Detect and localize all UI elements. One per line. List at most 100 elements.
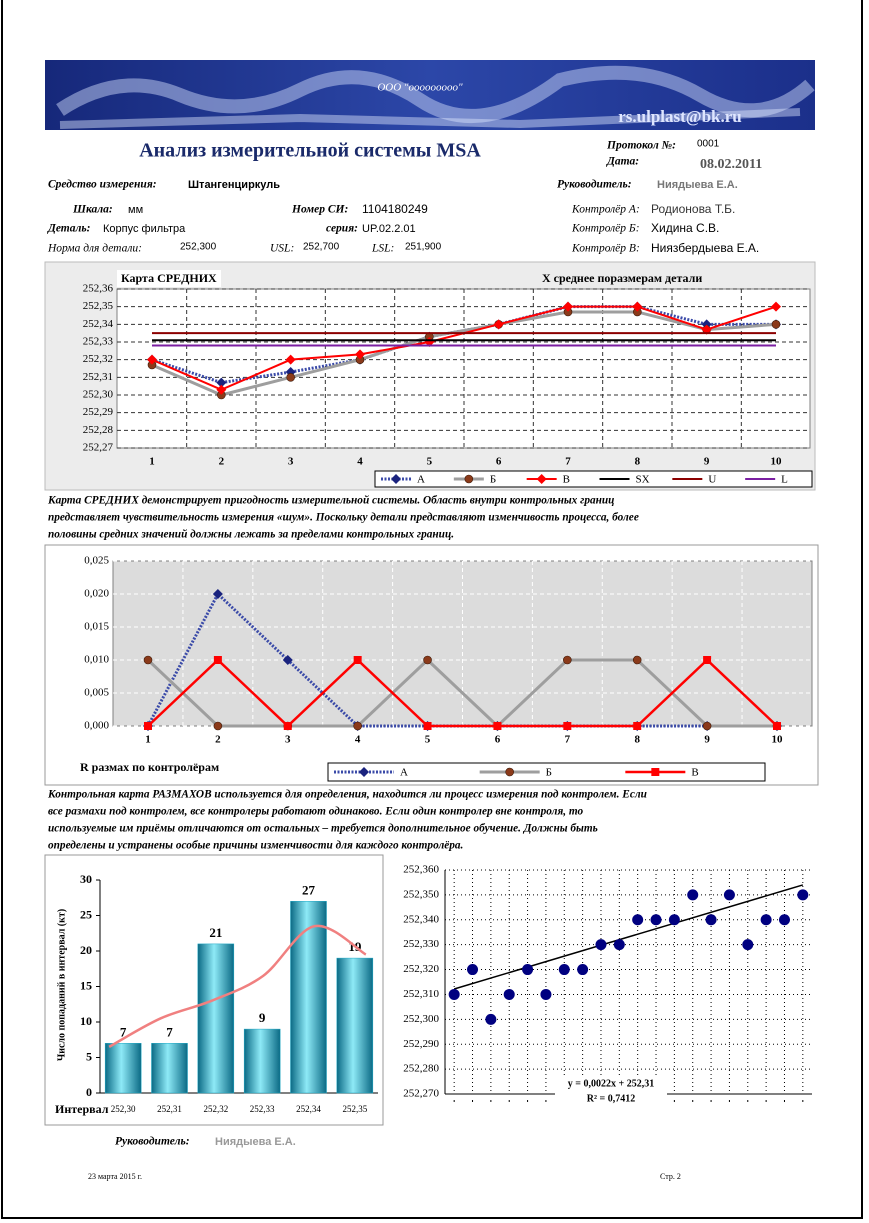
chart-title: R размах по контролёрам bbox=[80, 760, 219, 774]
y-tick-label: 252,360 bbox=[403, 864, 439, 876]
x-tick-label: 3 bbox=[285, 734, 291, 746]
data-point bbox=[632, 301, 643, 312]
x-tick-label: 8 bbox=[635, 456, 641, 468]
data-point bbox=[705, 914, 717, 926]
legend-label: А bbox=[400, 767, 408, 779]
field-label: LSL: bbox=[371, 243, 394, 255]
legend bbox=[327, 762, 766, 782]
bar bbox=[151, 1043, 188, 1094]
caption-line: Карта СРЕДНИХ демонстрирует пригодность … bbox=[47, 495, 614, 507]
legend-label: L bbox=[781, 474, 788, 486]
y-tick-label: 0,005 bbox=[84, 687, 109, 699]
data-point bbox=[213, 656, 222, 664]
y-tick-label: 252,310 bbox=[403, 988, 439, 1000]
bar bbox=[104, 1043, 142, 1094]
field-value: Штангенциркуль bbox=[188, 179, 280, 191]
x-tick-label: 252,31 bbox=[157, 1104, 182, 1114]
field-label: Контролёр Б: bbox=[571, 223, 640, 235]
company: ООО "ооооооооо" bbox=[377, 82, 463, 94]
data-point bbox=[702, 721, 712, 731]
field-value: 251,900 bbox=[405, 242, 442, 253]
data-point bbox=[485, 1013, 497, 1025]
y-tick-label: 25 bbox=[80, 907, 92, 921]
y-tick-label: 252,30 bbox=[83, 389, 114, 401]
y-tick-label: 15 bbox=[80, 978, 92, 992]
x-tick-label: 5 bbox=[427, 456, 433, 468]
footer-label: Руководитель: bbox=[115, 1136, 190, 1148]
field-value: 252,300 bbox=[180, 242, 217, 253]
equation: y = 0,0022x + 252,31 bbox=[568, 1078, 654, 1089]
trend-line bbox=[108, 924, 367, 1048]
x-tick-label: 9 bbox=[704, 456, 710, 468]
legend-marker bbox=[536, 474, 547, 484]
data-point bbox=[723, 889, 735, 901]
legend-label: В bbox=[563, 474, 570, 486]
y-tick-label: 252,33 bbox=[83, 336, 114, 348]
legend bbox=[374, 470, 813, 488]
y-tick-label: 252,300 bbox=[403, 1013, 439, 1025]
protocol: 0001 bbox=[697, 139, 720, 150]
email: rs.ulplast@bk.ru bbox=[618, 107, 742, 126]
data-point bbox=[353, 656, 362, 664]
field-label: Руководитель: bbox=[557, 179, 632, 191]
y-tick-label: 252,29 bbox=[83, 406, 114, 418]
y-tick-label: 0 bbox=[86, 1085, 92, 1099]
data-point bbox=[613, 939, 625, 951]
value-label: 21 bbox=[209, 925, 222, 940]
x-tick-label: 10 bbox=[772, 734, 784, 746]
data-point bbox=[423, 722, 432, 730]
page-number: Стр. 2 bbox=[660, 1172, 681, 1181]
legend-label: А bbox=[417, 474, 425, 486]
y-tick-label: 252,35 bbox=[83, 300, 114, 312]
field-label: Номер СИ: bbox=[291, 204, 348, 216]
data-point bbox=[493, 722, 502, 730]
y-tick-label: 252,280 bbox=[403, 1063, 439, 1075]
data-point bbox=[742, 939, 754, 951]
y-axis-label: Число попаданий в интервал (кт) bbox=[56, 909, 67, 1061]
data-point bbox=[558, 964, 570, 976]
data-point bbox=[687, 889, 699, 901]
y-tick-label: 252,27 bbox=[83, 442, 114, 454]
value-label: 27 bbox=[302, 882, 316, 897]
data-point bbox=[632, 914, 644, 926]
data-point bbox=[633, 722, 642, 730]
x-axis-label: Интервал bbox=[55, 1102, 109, 1116]
field-label: Контролёр А: bbox=[571, 204, 640, 216]
equation-box bbox=[555, 1076, 667, 1106]
x-tick-label: 8 bbox=[634, 734, 640, 746]
data-point bbox=[797, 889, 809, 901]
data-point bbox=[632, 655, 642, 665]
y-tick-label: 252,330 bbox=[403, 938, 439, 950]
series-line bbox=[147, 658, 778, 728]
field-label: USL: bbox=[270, 243, 294, 255]
field-label: серия: bbox=[326, 223, 358, 235]
data-point bbox=[213, 721, 223, 731]
caption-line: представляет чувствительность измерения … bbox=[48, 512, 639, 524]
caption-line: все размахи под контролем, все контролер… bbox=[48, 806, 584, 818]
series-line bbox=[151, 310, 777, 397]
data-point bbox=[701, 324, 712, 335]
caption-line: половины средних значений должны лежать … bbox=[48, 529, 454, 541]
doc-title: Анализ измерительной системы MSA bbox=[139, 140, 481, 162]
x-tick-label: 5 bbox=[425, 734, 431, 746]
chart-title: Карта СРЕДНИХ bbox=[121, 271, 217, 285]
x-tick-label: 2 bbox=[215, 734, 221, 746]
legend-label: SX bbox=[636, 474, 650, 486]
y-tick-label: 252,340 bbox=[403, 913, 439, 925]
field-label: Контролёр В: bbox=[571, 243, 640, 255]
x-tick-label: 9 bbox=[704, 734, 710, 746]
y-tick-label: 252,28 bbox=[83, 424, 114, 436]
field-value: 252,700 bbox=[303, 242, 340, 253]
trend-line bbox=[453, 884, 804, 990]
field-value: Ниядыева Е.А. bbox=[657, 179, 738, 191]
y-tick-label: 0,010 bbox=[84, 654, 109, 666]
field-label: Норма для детали: bbox=[47, 243, 142, 255]
field-label: Деталь: bbox=[47, 223, 91, 235]
data-point bbox=[355, 349, 365, 360]
data-point bbox=[353, 721, 362, 731]
y-tick-label: 252,320 bbox=[403, 963, 439, 975]
data-point bbox=[563, 722, 572, 730]
field-value: Корпус фильтра bbox=[103, 223, 186, 235]
data-point bbox=[668, 914, 680, 926]
